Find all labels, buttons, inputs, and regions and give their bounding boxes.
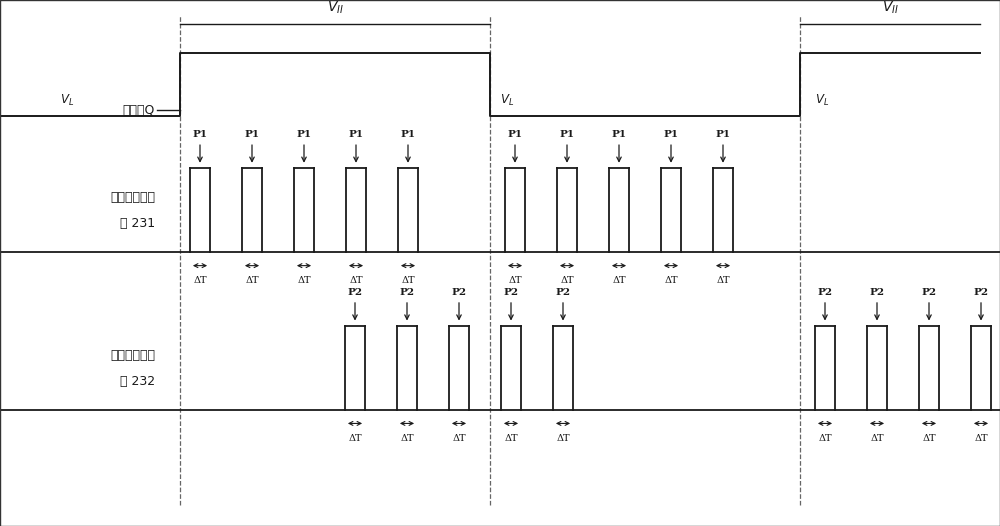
Text: P1: P1: [715, 130, 731, 161]
Text: P2: P2: [503, 288, 519, 319]
Text: ΔT: ΔT: [870, 434, 884, 443]
Text: $V_{II}$: $V_{II}$: [882, 0, 898, 16]
Text: ΔT: ΔT: [504, 434, 518, 443]
Text: ΔT: ΔT: [818, 434, 832, 443]
Text: P2: P2: [817, 288, 833, 319]
Text: P2: P2: [451, 288, 467, 319]
Text: ΔT: ΔT: [348, 434, 362, 443]
Text: ΔT: ΔT: [922, 434, 936, 443]
Text: 第一脉冲输出: 第一脉冲输出: [110, 191, 155, 204]
Text: ΔT: ΔT: [401, 276, 415, 285]
Text: ΔT: ΔT: [245, 276, 259, 285]
Text: P1: P1: [192, 130, 208, 161]
Text: P2: P2: [973, 288, 989, 319]
Text: P1: P1: [663, 130, 679, 161]
Text: P1: P1: [296, 130, 312, 161]
Text: $V_L$: $V_L$: [815, 93, 829, 108]
Text: 端 231: 端 231: [120, 217, 155, 230]
Text: ΔT: ΔT: [400, 434, 414, 443]
Text: 端 232: 端 232: [120, 375, 155, 388]
Text: ΔT: ΔT: [297, 276, 311, 285]
Text: P1: P1: [348, 130, 364, 161]
Text: P1: P1: [244, 130, 260, 161]
Text: P2: P2: [869, 288, 885, 319]
Text: ΔT: ΔT: [974, 434, 988, 443]
Text: ΔT: ΔT: [716, 276, 730, 285]
Text: ΔT: ΔT: [556, 434, 570, 443]
Text: $V_L$: $V_L$: [500, 93, 514, 108]
Text: ΔT: ΔT: [560, 276, 574, 285]
Text: ΔT: ΔT: [664, 276, 678, 285]
Text: P1: P1: [611, 130, 627, 161]
Text: ΔT: ΔT: [193, 276, 207, 285]
Text: P1: P1: [507, 130, 523, 161]
Text: P2: P2: [555, 288, 571, 319]
Text: P1: P1: [400, 130, 416, 161]
Text: P2: P2: [347, 288, 363, 319]
Text: 输出端Q: 输出端Q: [123, 104, 155, 117]
Text: ΔT: ΔT: [508, 276, 522, 285]
Text: P2: P2: [0, 525, 1, 526]
Text: ΔT: ΔT: [452, 434, 466, 443]
Text: ΔT: ΔT: [612, 276, 626, 285]
Text: 第二脉冲输出: 第二脉冲输出: [110, 349, 155, 361]
Text: $V_{II}$: $V_{II}$: [327, 0, 343, 16]
Text: P2: P2: [399, 288, 415, 319]
Text: $V_L$: $V_L$: [60, 93, 74, 108]
Text: ΔT: ΔT: [349, 276, 363, 285]
Text: P1: P1: [559, 130, 575, 161]
Text: P2: P2: [921, 288, 937, 319]
